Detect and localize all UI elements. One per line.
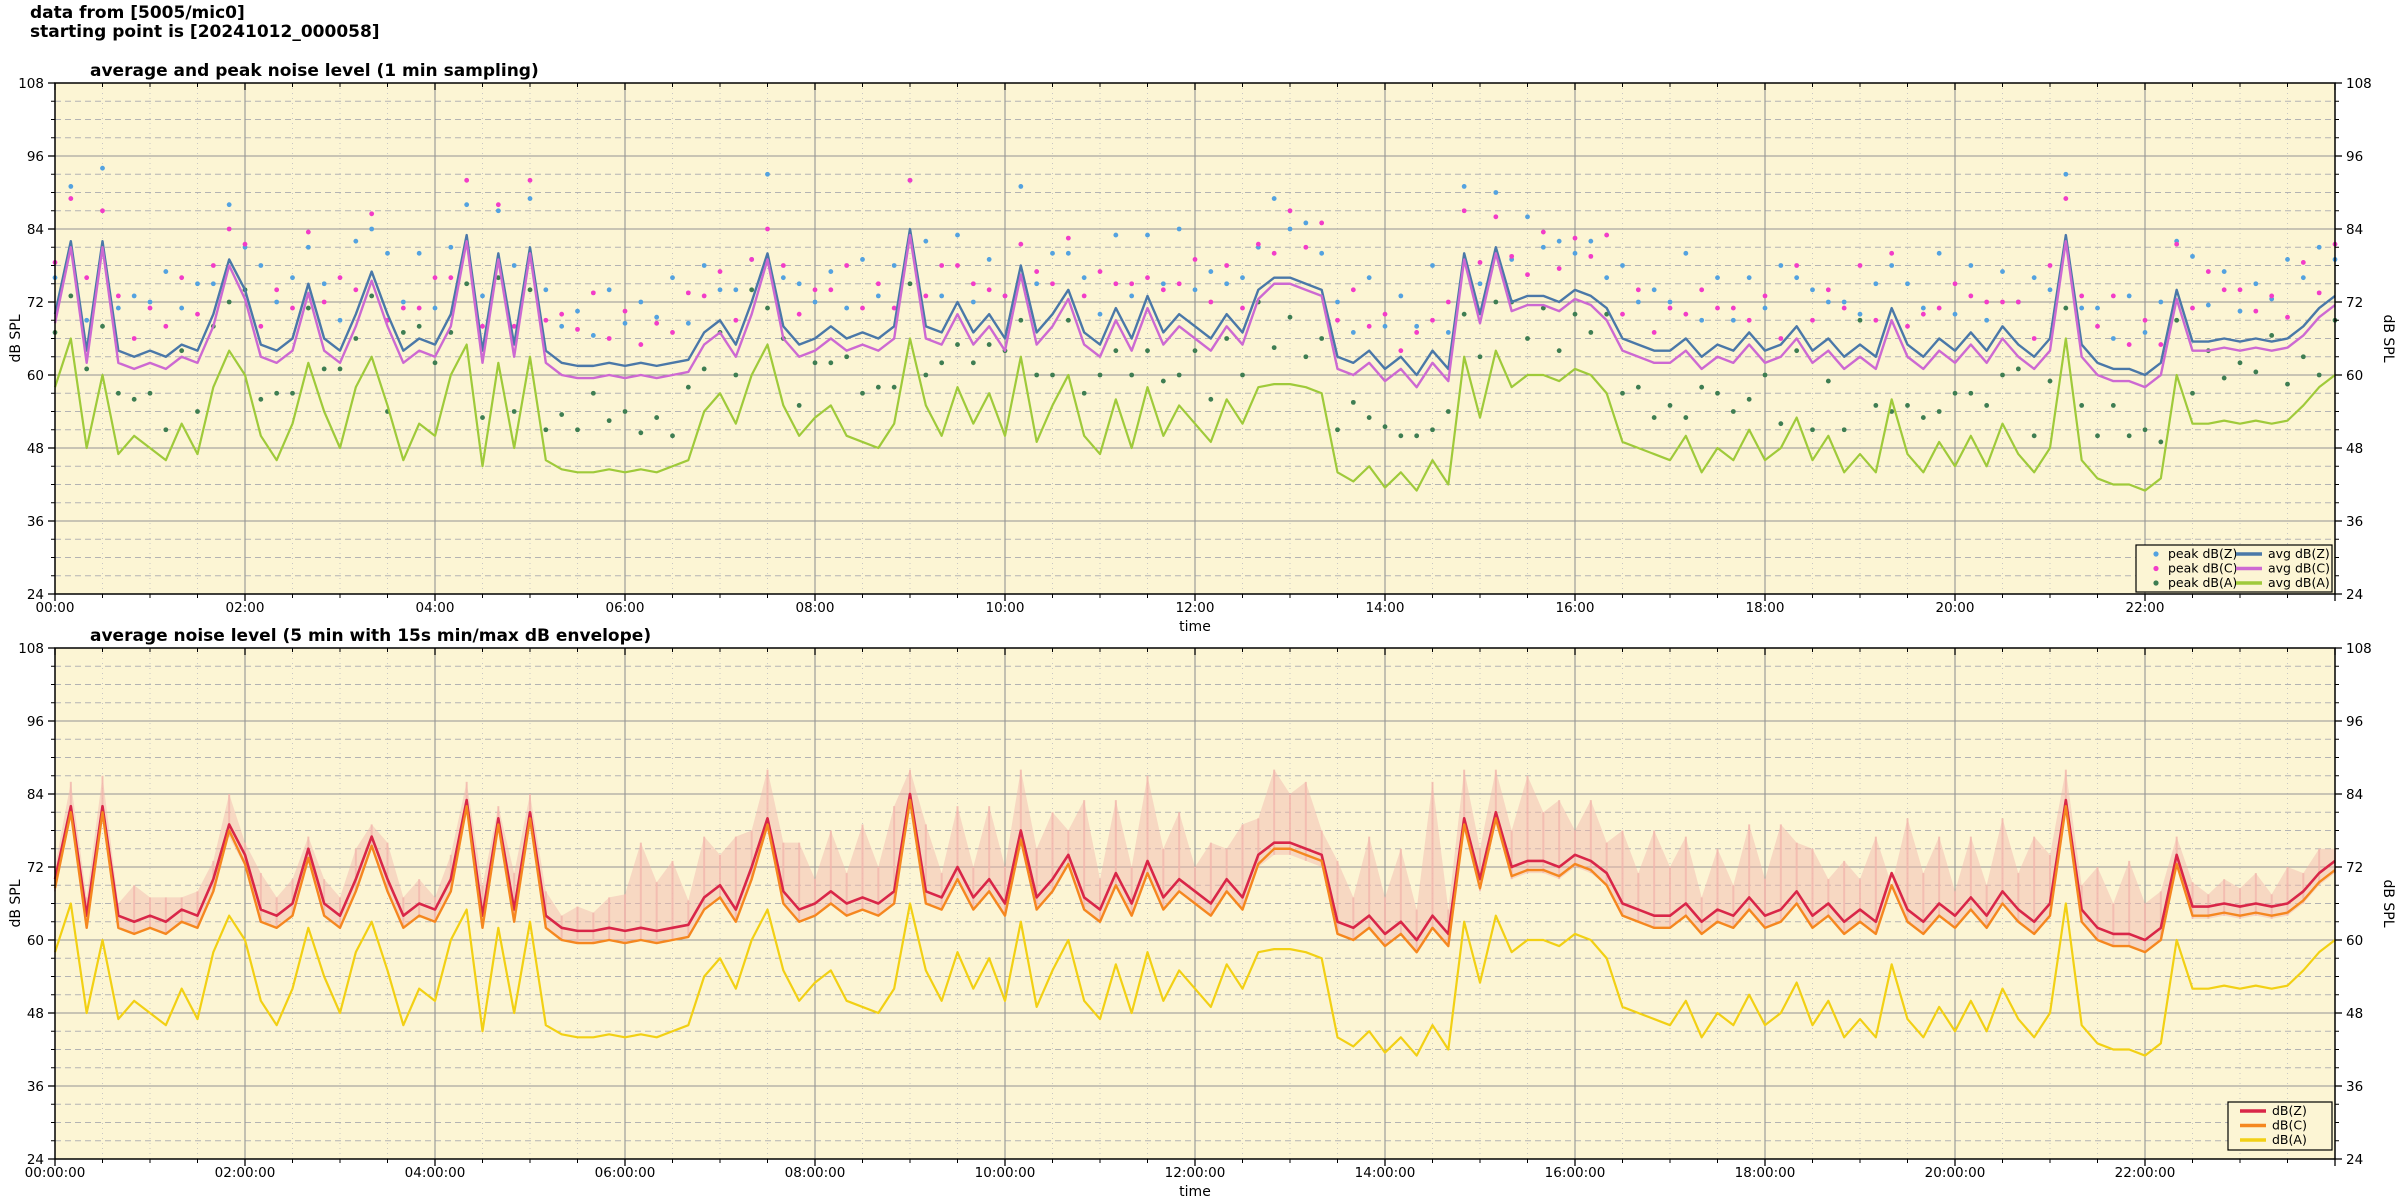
- y-tick-label: 36: [27, 514, 44, 530]
- y-tick-label: 108: [18, 641, 44, 657]
- legend-label: avg dB(C): [2268, 561, 2330, 576]
- y-tick-label: 96: [27, 714, 44, 730]
- x-tick-label: 16:00: [1556, 600, 1595, 616]
- y2-tick-label: 24: [2346, 1152, 2363, 1168]
- y2-tick-label: 36: [2346, 1079, 2363, 1095]
- y2-tick-label: 36: [2346, 514, 2363, 530]
- x-tick-label: 14:00:00: [1355, 1165, 1416, 1181]
- y2-tick-label: 96: [2346, 714, 2363, 730]
- legend-label: dB(Z): [2272, 1103, 2307, 1118]
- x-tick-label: 08:00: [796, 600, 835, 616]
- header-text: data from [5005/mic0] starting point is […: [30, 4, 380, 42]
- legend: peak dB(Z)peak dB(C)peak dB(A)avg dB(Z)a…: [2135, 544, 2333, 593]
- y-axis-label: dB SPL: [8, 314, 24, 362]
- series-avg-db-z-: [53, 227, 2336, 377]
- x-tick-label: 02:00: [226, 600, 265, 616]
- y2-tick-label: 48: [2346, 441, 2363, 457]
- y2-tick-label: 72: [2346, 860, 2363, 876]
- y-tick-label: 48: [27, 1006, 44, 1022]
- y-axis-label: dB SPL: [8, 879, 24, 927]
- x-tick-label: 22:00:00: [2115, 1165, 2176, 1181]
- x-tick-label: 20:00:00: [1925, 1165, 1986, 1181]
- y-tick-label: 96: [27, 149, 44, 165]
- header-line1: data from [5005/mic0]: [30, 3, 245, 23]
- y2-tick-label: 96: [2346, 149, 2363, 165]
- x-tick-label: 06:00:00: [595, 1165, 656, 1181]
- legend-label: avg dB(Z): [2268, 546, 2330, 561]
- y-tick-label: 48: [27, 441, 44, 457]
- x-axis-label: time: [1179, 1184, 1211, 1200]
- bottom-chart: 24 24 36 36 48 48 60 60 72 72 84 84 96 96 108 108 00:00:…: [8, 626, 2396, 1200]
- x-tick-label: 10:00:00: [975, 1165, 1036, 1181]
- x-tick-label: 04:00: [416, 600, 455, 616]
- y2-tick-label: 72: [2346, 295, 2363, 311]
- x-tick-label: 10:00: [986, 600, 1025, 616]
- series-db-z-: [53, 792, 2336, 942]
- x-tick-label: 20:00: [1936, 600, 1975, 616]
- x-axis-label: time: [1179, 619, 1211, 635]
- x-tick-label: 08:00:00: [785, 1165, 846, 1181]
- legend-label: peak dB(C): [2168, 561, 2238, 576]
- y2-axis-label: dB SPL: [2380, 314, 2396, 362]
- x-tick-label: 06:00: [606, 600, 645, 616]
- series-avg-db-c-: [53, 233, 2336, 389]
- y-tick-label: 72: [27, 860, 44, 876]
- series-db-c-: [53, 798, 2336, 954]
- x-tick-label: 04:00:00: [405, 1165, 466, 1181]
- y2-tick-label: 60: [2346, 368, 2363, 384]
- header-line2: starting point is [20241012_000058]: [30, 22, 380, 42]
- y2-tick-label: 108: [2346, 76, 2372, 92]
- x-tick-label: 22:00: [2126, 600, 2165, 616]
- y-tick-label: 60: [27, 368, 44, 384]
- x-tick-label: 16:00:00: [1545, 1165, 1606, 1181]
- series-peak-db-c-: [52, 177, 2338, 354]
- legend-label: peak dB(Z): [2168, 546, 2237, 561]
- series-db-a-: [53, 902, 2336, 1057]
- legend-label: dB(C): [2272, 1118, 2307, 1133]
- y2-axis-label: dB SPL: [2380, 879, 2396, 927]
- y2-tick-label: 24: [2346, 587, 2363, 603]
- y-tick-label: 60: [27, 933, 44, 949]
- chart-title: average and peak noise level (1 min samp…: [90, 61, 539, 81]
- x-tick-label: 12:00: [1176, 600, 1215, 616]
- series-avg-db-a-: [53, 337, 2336, 492]
- legend: dB(Z)dB(C)dB(A): [2227, 1101, 2333, 1151]
- y2-tick-label: 108: [2346, 641, 2372, 657]
- x-tick-label: 12:00:00: [1165, 1165, 1226, 1181]
- y-tick-label: 108: [18, 76, 44, 92]
- legend-label: peak dB(A): [2168, 575, 2237, 590]
- y2-tick-label: 84: [2346, 222, 2363, 238]
- y-tick-label: 84: [27, 222, 44, 238]
- legend-label: dB(A): [2272, 1132, 2307, 1147]
- y2-tick-label: 84: [2346, 787, 2363, 803]
- y-tick-label: 36: [27, 1079, 44, 1095]
- top-chart: 24 24 36 36 48 48 60 60 72 72 84 84 96 96 108 108 00:00 0…: [8, 61, 2396, 635]
- y2-tick-label: 60: [2346, 933, 2363, 949]
- y-tick-label: 84: [27, 787, 44, 803]
- y-tick-label: 24: [27, 1152, 44, 1168]
- x-tick-label: 18:00: [1746, 600, 1785, 616]
- y2-tick-label: 48: [2346, 1006, 2363, 1022]
- y-tick-label: 24: [27, 587, 44, 603]
- legend-label: avg dB(A): [2268, 575, 2330, 590]
- x-tick-label: 18:00:00: [1735, 1165, 1796, 1181]
- x-tick-label: 00:00: [36, 600, 75, 616]
- x-tick-label: 14:00: [1366, 600, 1405, 616]
- y-tick-label: 72: [27, 295, 44, 311]
- chart-title: average noise level (5 min with 15s min/…: [90, 626, 651, 646]
- x-tick-label: 02:00:00: [215, 1165, 276, 1181]
- x-tick-label: 00:00:00: [25, 1165, 86, 1181]
